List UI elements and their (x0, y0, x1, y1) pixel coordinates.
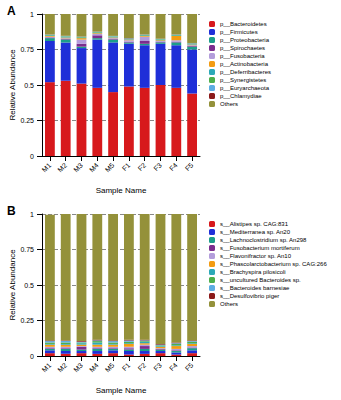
svg-text:F1: F1 (121, 161, 132, 172)
svg-text:F3: F3 (152, 361, 163, 372)
svg-text:0.75: 0.75 (20, 46, 34, 53)
svg-text:1: 1 (30, 211, 34, 218)
svg-text:p__Deferribacteres: p__Deferribacteres (220, 69, 271, 75)
svg-text:B: B (7, 204, 16, 218)
svg-text:p__Euryarchaeota: p__Euryarchaeota (220, 85, 270, 91)
svg-text:M5: M5 (104, 361, 116, 373)
svg-text:1: 1 (30, 11, 34, 18)
svg-text:M3: M3 (72, 361, 84, 373)
svg-text:s__Fusobacterium mortiferum: s__Fusobacterium mortiferum (220, 245, 300, 251)
svg-text:p__Synergistetes: p__Synergistetes (220, 77, 266, 83)
svg-text:s__Lachnoclostridium sp. An298: s__Lachnoclostridium sp. An298 (220, 237, 307, 243)
svg-text:Others: Others (220, 301, 238, 307)
svg-text:0.75: 0.75 (20, 246, 34, 253)
svg-text:s__Mediterranea sp. An20: s__Mediterranea sp. An20 (220, 229, 291, 235)
svg-text:s__Flavonifractor sp. An10: s__Flavonifractor sp. An10 (220, 253, 292, 259)
svg-text:s__Bacteroides barnesiae: s__Bacteroides barnesiae (220, 285, 290, 291)
svg-text:F5: F5 (184, 361, 195, 372)
svg-text:0.5: 0.5 (24, 82, 34, 89)
svg-text:M1: M1 (41, 361, 53, 373)
svg-text:p__Spirochaetes: p__Spirochaetes (220, 45, 265, 51)
svg-text:M4: M4 (88, 361, 100, 373)
svg-text:p__Actinobacteria: p__Actinobacteria (220, 61, 269, 67)
svg-text:F2: F2 (136, 361, 147, 372)
svg-text:p__Fusobacteria: p__Fusobacteria (220, 53, 265, 59)
svg-text:Sample Name: Sample Name (96, 186, 147, 195)
svg-text:s__Desulfovibrio piger: s__Desulfovibrio piger (220, 293, 279, 299)
svg-text:s__Alistipes sp. CAG:831: s__Alistipes sp. CAG:831 (220, 221, 289, 227)
svg-text:F3: F3 (152, 161, 163, 172)
svg-text:M1: M1 (41, 161, 53, 173)
svg-text:M2: M2 (56, 361, 68, 373)
svg-text:0.25: 0.25 (20, 317, 34, 324)
svg-text:Relative Abundance: Relative Abundance (8, 49, 17, 121)
svg-text:s__Brachyspira pilosicoli: s__Brachyspira pilosicoli (220, 269, 286, 275)
svg-text:Others: Others (220, 101, 238, 107)
svg-text:A: A (7, 4, 16, 18)
svg-text:p__Firmicutes: p__Firmicutes (220, 29, 258, 35)
svg-text:F5: F5 (184, 161, 195, 172)
svg-text:Relative Abundance: Relative Abundance (8, 249, 17, 321)
svg-text:F2: F2 (136, 161, 147, 172)
svg-text:M3: M3 (72, 161, 84, 173)
svg-text:0: 0 (30, 153, 34, 160)
svg-text:0.5: 0.5 (24, 282, 34, 289)
svg-text:F4: F4 (168, 361, 179, 372)
svg-text:s__Phascolarctobacterium sp. C: s__Phascolarctobacterium sp. CAG:266 (220, 261, 327, 267)
svg-text:M2: M2 (56, 161, 68, 173)
svg-text:F4: F4 (168, 161, 179, 172)
svg-text:0.25: 0.25 (20, 117, 34, 124)
svg-text:F1: F1 (121, 361, 132, 372)
svg-text:p__Chlamydiae: p__Chlamydiae (220, 93, 262, 99)
svg-text:M5: M5 (104, 161, 116, 173)
svg-text:M4: M4 (88, 161, 100, 173)
svg-text:0: 0 (30, 353, 34, 360)
svg-text:p__Proteobacteria: p__Proteobacteria (220, 37, 270, 43)
svg-text:p__Bacteroidetes: p__Bacteroidetes (220, 21, 267, 27)
svg-text:Sample Name: Sample Name (96, 386, 147, 395)
svg-text:s__uncultured Bacteroides sp.: s__uncultured Bacteroides sp. (220, 277, 301, 283)
